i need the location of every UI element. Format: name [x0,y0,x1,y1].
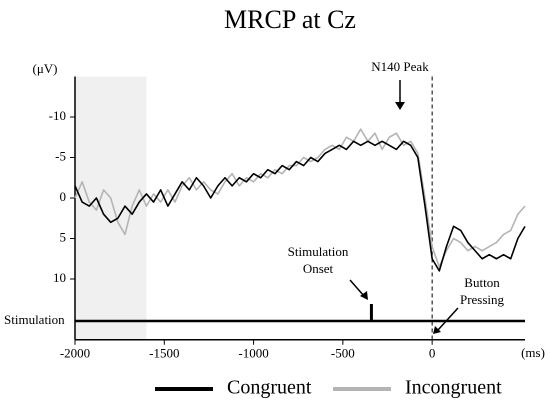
x-tick-label: -2000 [60,346,90,361]
arrowhead [395,102,405,110]
y-tick-label: 5 [60,229,67,244]
x-tick-label: -1000 [238,346,268,361]
baseline-region [75,76,147,340]
series-line [74,128,526,268]
stimulation-pulse [369,304,373,321]
stimulation-label: Stimulation [4,312,65,327]
annotation: Pressing [460,292,505,307]
y-axis-label: (μV) [32,61,57,76]
legend-label: Incongruent [405,377,502,399]
legend-label: Congruent [227,377,312,399]
annotation: Onset [303,261,334,276]
annotation: Button [464,275,500,290]
y-tick-label: -5 [55,148,66,163]
annotation: N140 Peak [371,59,429,74]
arrow [437,307,459,331]
arrow [349,279,365,297]
x-tick-label: -500 [331,346,355,361]
chart-title: MRCP at Cz [224,5,356,34]
annotation: Stimulation [288,244,349,259]
y-tick-label: 10 [53,270,66,285]
series-line [74,140,526,272]
arrowhead [433,326,441,334]
y-tick-label: 0 [60,189,67,204]
x-axis-label: (ms) [521,345,545,360]
x-tick-label: 0 [429,346,436,361]
x-tick-label: -1500 [149,346,179,361]
arrowhead [360,291,368,300]
y-tick-label: -10 [49,108,66,123]
